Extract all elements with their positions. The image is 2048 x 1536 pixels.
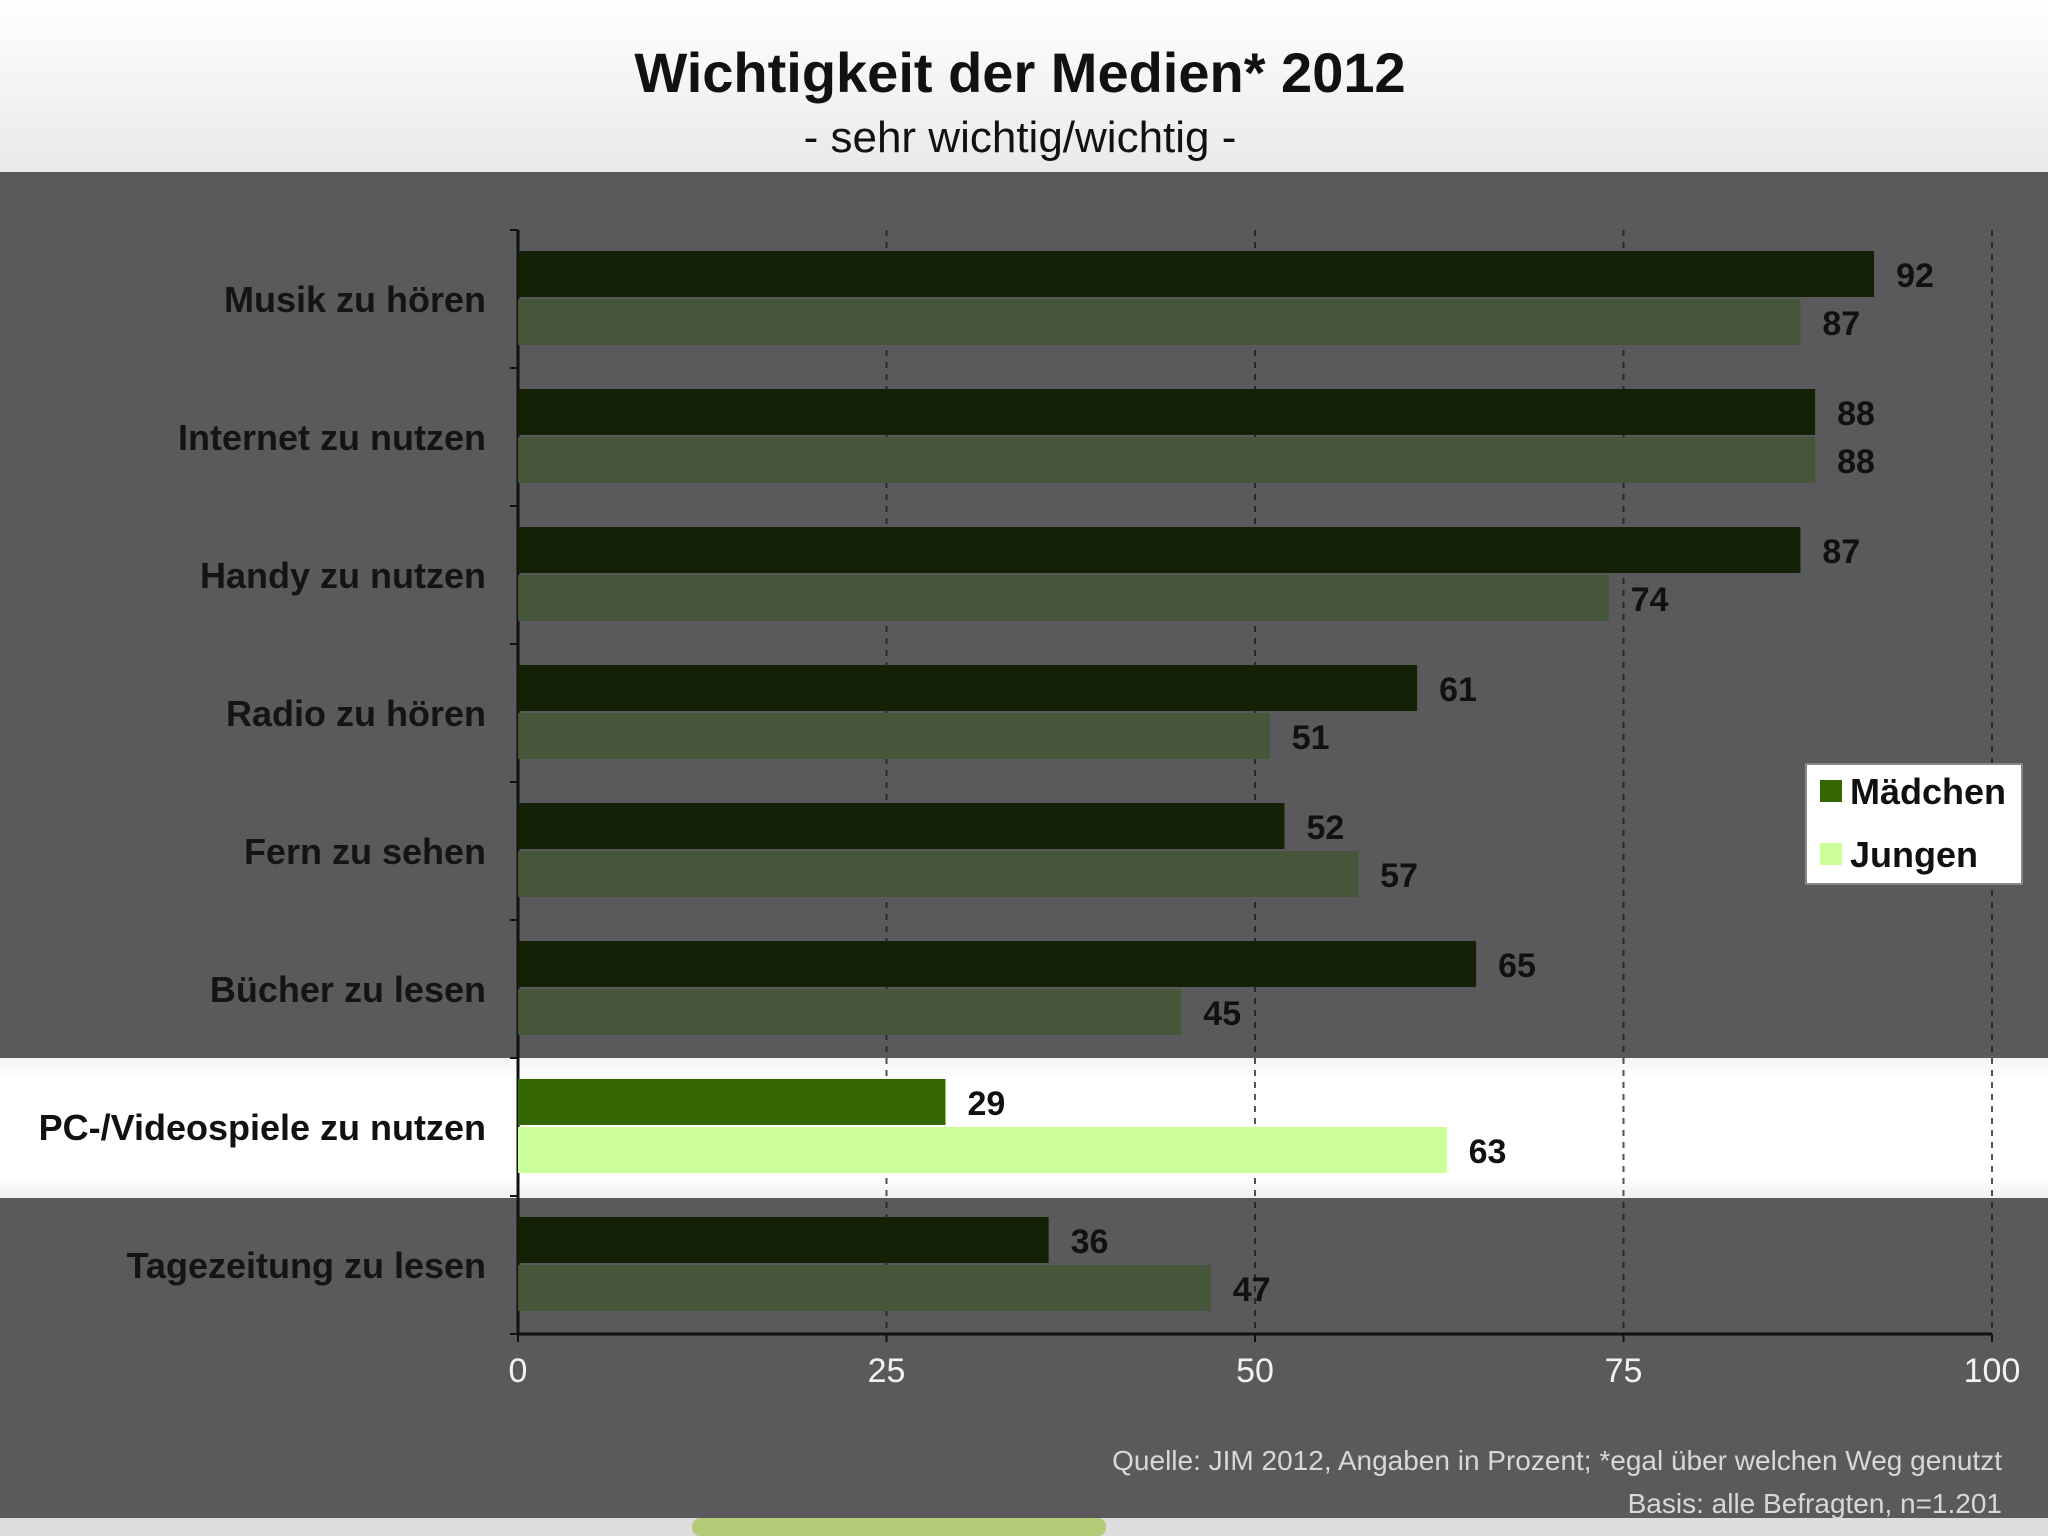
bar-maedchen [518,665,1418,711]
bar-maedchen [518,251,1875,297]
value-label: 65 [1498,947,1536,985]
header-background [0,0,2048,172]
value-label: 36 [1071,1223,1109,1261]
category-label: Radio zu hören [226,693,486,734]
x-tick-labels: 0 25 50 75 100 [509,1352,2021,1390]
bars [518,251,1875,1311]
value-label: 92 [1896,257,1934,295]
value-label: 88 [1837,395,1875,433]
value-label: 88 [1837,443,1875,481]
category-label: Tagezeitung zu lesen [127,1245,486,1286]
x-tick-label: 25 [868,1352,906,1390]
value-label: 74 [1631,581,1669,619]
bar-jungen [518,851,1359,897]
legend-swatch-jungen [1820,843,1842,865]
source-note: Quelle: JIM 2012, Angaben in Prozent; *e… [1112,1445,2002,1476]
category-label: Bücher zu lesen [210,969,486,1010]
value-label: 45 [1203,995,1241,1033]
value-label: 51 [1292,719,1330,757]
value-label: 87 [1822,533,1860,571]
legend-swatch-maedchen [1820,780,1842,802]
legend-label-maedchen: Mädchen [1850,771,2006,812]
bar-jungen [518,299,1801,345]
bar-jungen [518,1127,1447,1173]
bar-maedchen [518,1217,1049,1263]
footer-tab [692,1518,1106,1536]
category-label: Handy zu nutzen [200,555,486,596]
bar-jungen [518,989,1182,1035]
category-label: Fern zu sehen [244,831,486,872]
bar-maedchen [518,803,1285,849]
category-label: PC-/Videospiele zu nutzen [39,1107,486,1148]
legend-label-jungen: Jungen [1850,834,1978,875]
x-tick-label: 0 [509,1352,528,1390]
bar-jungen [518,1265,1211,1311]
value-label: 61 [1439,671,1477,709]
x-tick-label: 75 [1605,1352,1643,1390]
bar-maedchen [518,389,1816,435]
sample-base-note: Basis: alle Befragten, n=1.201 [1628,1488,2002,1519]
value-label: 29 [967,1085,1005,1123]
bar-jungen [518,713,1270,759]
chart-subtitle: - sehr wichtig/wichtig - [804,113,1237,162]
legend: Mädchen Jungen [1805,763,2023,885]
category-label: Musik zu hören [224,279,486,320]
value-labels: 92 87 88 88 87 74 61 51 52 57 65 45 29 63 36 47 [967,257,1933,1309]
bar-maedchen [518,941,1477,987]
bar-maedchen [518,527,1801,573]
bar-maedchen [518,1079,946,1125]
chart-title: Wichtigkeit der Medien* 2012 [634,41,1405,104]
value-label: 87 [1822,305,1860,343]
category-labels: Musik zu hören Internet zu nutzen Handy zu… [39,279,486,1286]
value-label: 47 [1233,1271,1271,1309]
bar-jungen [518,437,1816,483]
x-tick-label: 50 [1236,1352,1274,1390]
x-tick-label: 100 [1964,1352,2021,1390]
value-label: 57 [1380,857,1418,895]
bar-jungen [518,575,1609,621]
value-label: 63 [1469,1133,1507,1171]
value-label: 52 [1306,809,1344,847]
category-label: Internet zu nutzen [178,417,486,458]
